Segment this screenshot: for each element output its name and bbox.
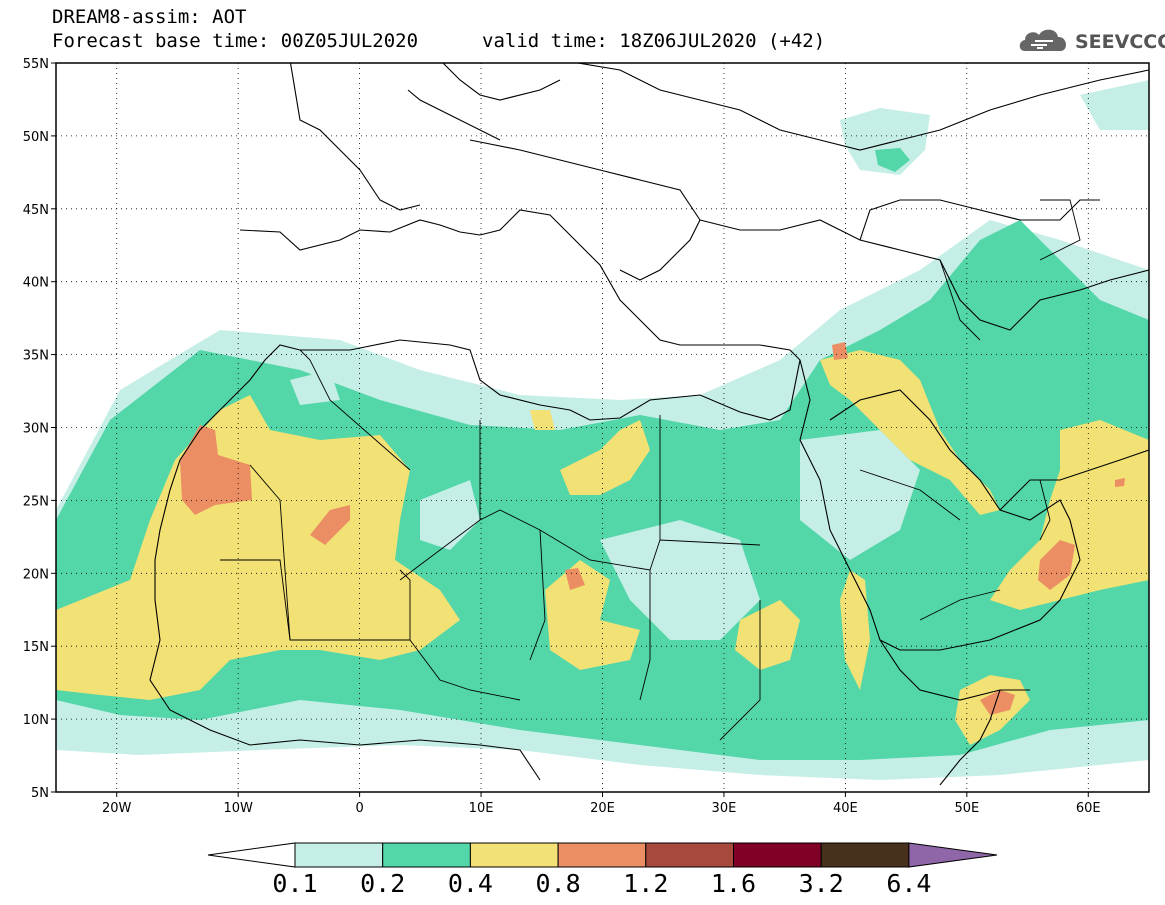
lat-label: 40N [23,276,49,291]
lon-label: 0 [355,801,363,816]
aot-contour-0.8 [1115,478,1125,487]
lat-label: 25N [23,494,49,509]
colorbar-box [645,842,734,868]
graticule [56,63,1149,792]
lat-label: 45N [23,203,49,218]
lon-label: 20W [102,801,132,816]
aot-contour-0.8 [310,505,350,545]
aot-contour-0.4 [530,410,555,430]
colorbar-box [557,842,647,868]
aot-contour-0.8 [565,568,585,590]
aot-contour-0.8 [832,342,848,360]
borders [220,199,1081,741]
lon-label: 10E [469,801,494,816]
lat-label: 50N [23,130,49,145]
colorbar-box [382,842,471,868]
cloud-icon [1019,29,1067,51]
lat-label: 5N [31,786,49,801]
lon-label: 40E [833,801,858,816]
colorbar-label: 0.4 [448,869,493,898]
aot-contours [56,80,1149,780]
aot-contour-0.4 [820,350,1000,515]
lat-label: 10N [23,713,49,728]
aot-contour-0.4 [990,420,1149,610]
map-title: DREAM8-assim: AOT [52,6,247,28]
colorbar-box [294,842,384,868]
forecast-base-time: Forecast base time: 00Z05JUL2020 [52,30,419,52]
lon-label: 30E [712,801,737,816]
colorbar-low-arrow [207,842,296,868]
colorbar-box [469,842,559,868]
aot-contour-0.4 [56,395,460,700]
aot-contour-0.8 [180,425,252,515]
aot-contour-0.1 [1080,80,1149,130]
aot-contour-0.4 [840,570,870,690]
lon-label: 20E [590,801,615,816]
lon-labels: 20W 10W 0 10E 20E 30E 40E 50E 60E [102,792,1101,816]
colorbar-labels: 0.1 0.2 0.4 0.8 1.2 1.6 3.2 6.4 [272,869,931,898]
colorbar-label: 6.4 [886,869,931,898]
lon-label: 10W [223,801,253,816]
colorbar-label: 0.8 [536,869,581,898]
lat-label: 15N [23,640,49,655]
colorbar-box [733,842,822,868]
aot-contour-0.4 [560,420,650,495]
aot-contour-0.4 [735,600,800,670]
lat-label: 20N [23,567,49,582]
logo-text: SEEVCCC [1075,31,1165,53]
valid-time: valid time: 18Z06JUL2020 (+42) [482,30,826,52]
aot-contour-0.8 [980,690,1015,715]
colorbar-label: 1.2 [623,869,668,898]
lon-label: 60E [1076,801,1101,816]
lat-labels: 5N 10N 15N 20N 25N 30N 35N 40N 45N 50N 55N [23,57,56,801]
lon-label: 50E [954,801,979,816]
colorbar-label: 0.2 [360,869,405,898]
colorbar [207,842,998,868]
coastlines [149,63,1149,786]
colorbar-label: 1.6 [711,869,756,898]
aot-contour-0.4 [545,560,640,670]
lat-label: 55N [23,57,49,72]
colorbar-box [820,842,910,868]
lat-label: 35N [23,349,49,364]
colorbar-high-arrow [908,842,998,868]
seevccc-logo: SEEVCCC [1017,25,1165,55]
colorbar-label: 0.1 [272,869,317,898]
colorbar-label: 3.2 [799,869,844,898]
aot-contour-0.8 [1038,540,1075,590]
aot-contour-0.2 [875,148,910,172]
lat-label: 30N [23,422,49,437]
